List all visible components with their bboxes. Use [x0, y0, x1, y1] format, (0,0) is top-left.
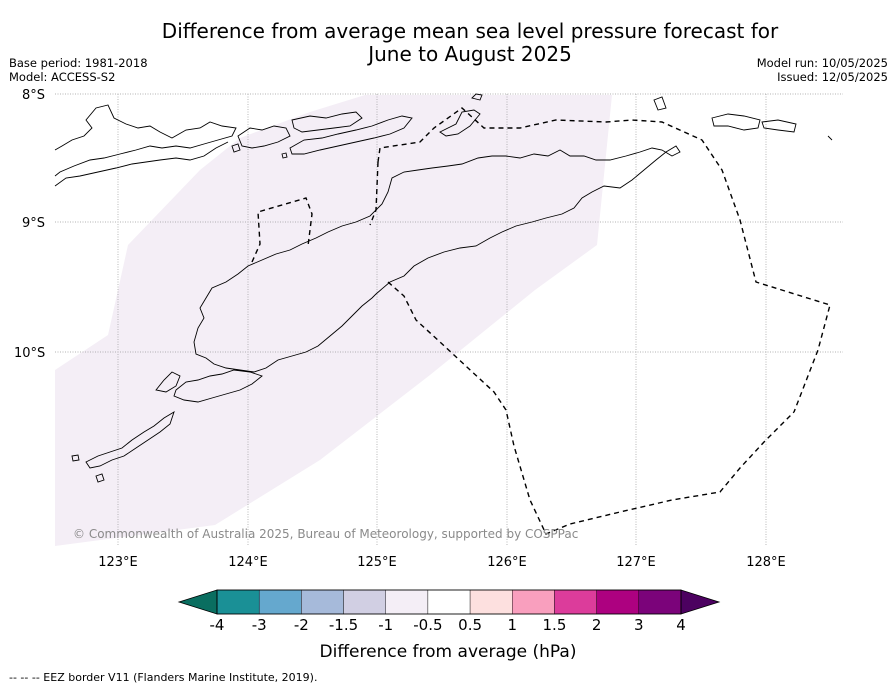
model-run: Model run: 10/05/2025: [756, 56, 888, 70]
lon-label-127e: 127°E: [616, 555, 656, 570]
coast-small-islet-7: [95, 473, 105, 483]
eez-borders: [251, 107, 831, 535]
colorbar-title: Difference from average (hPa): [320, 642, 577, 662]
lon-labels: 123°E 124°E 125°E 126°E 127°E 128°E: [98, 555, 786, 570]
eez-border-south: [387, 281, 795, 535]
lat-label-9s: 9°S: [22, 216, 45, 231]
graticule: [55, 93, 843, 546]
lat-label-8s: 8°S: [22, 88, 45, 103]
map-title: Difference from average mean sea level p…: [120, 20, 820, 66]
eez-border-north: [377, 107, 831, 413]
coast-small-islet-3: [471, 93, 483, 101]
colorbar-tick-label: 1.5: [543, 616, 567, 634]
coast-eastern-islands: [711, 113, 761, 131]
colorbar-segment: [554, 589, 597, 615]
colorbar-tick-label: 2: [592, 616, 602, 634]
base-period: Base period: 1981-2018: [9, 56, 148, 70]
model-name: Model: ACCESS-S2: [9, 70, 116, 84]
coast-timor: [193, 145, 681, 373]
coast-alor: [289, 115, 413, 155]
lon-label-124e: 124°E: [228, 555, 268, 570]
colorbar-tick-label: -1: [378, 616, 393, 634]
coast-small-islet-2: [281, 152, 288, 159]
coast-eastern-islands-2: [761, 119, 797, 133]
colorbar-segment: [427, 589, 471, 615]
colorbar-tick-label: 1: [507, 616, 517, 634]
colorbar-segment: [258, 589, 302, 615]
colorbar-tick-label: 4: [676, 616, 686, 634]
coast-flores-east: [54, 141, 229, 187]
colorbar-segment: [638, 589, 682, 615]
colorbar-segment: [385, 589, 429, 615]
coast-small-islet-6: [71, 454, 80, 462]
colorbar-outline: [216, 589, 682, 615]
colorbar-tick-label: -2: [294, 616, 309, 634]
coast-northern-islands: [54, 104, 237, 177]
coast-semau: [155, 371, 181, 393]
coast-island-b: [291, 111, 363, 133]
coast-sawu: [85, 410, 175, 469]
colorbar-tick-label: 0.5: [458, 616, 482, 634]
title-line-1: Difference from average mean sea level p…: [161, 19, 779, 43]
coast-wetar: [439, 109, 481, 137]
colorbar-tick-label: 3: [634, 616, 644, 634]
colorbar-tick-labels: -4 -3 -2 -1.5 -1 -0.5 0.5 1 1.5 2 3 4: [210, 616, 686, 634]
colorbar-segments: [216, 589, 682, 615]
lon-label-125e: 125°E: [357, 555, 397, 570]
lon-label-128e: 128°E: [746, 555, 786, 570]
coast-small-islet-5: [827, 135, 833, 141]
coast-small-islet-4: [653, 96, 667, 111]
title-line-2: June to August 2025: [368, 42, 572, 66]
pressure-anomaly-shading: [55, 95, 612, 546]
coast-small-islet-1: [231, 143, 241, 153]
lat-label-10s: 10°S: [14, 346, 45, 361]
colorbar-tick-label: -3: [252, 616, 267, 634]
colorbar-segment: [216, 589, 260, 615]
lat-labels: 8°S 9°S 10°S: [14, 88, 45, 361]
colorbar-segment: [596, 589, 640, 615]
lon-label-123e: 123°E: [98, 555, 138, 570]
issued-date: Issued: 12/05/2025: [777, 70, 888, 84]
colorbar-tick-label: -1.5: [329, 616, 358, 634]
colorbar-segment: [512, 589, 555, 615]
colorbar-segment: [301, 589, 344, 615]
eez-source-note: -- -- -- EEZ border V11 (Flanders Marine…: [9, 671, 318, 684]
eez-border-enclave: [251, 197, 313, 263]
colorbar-tick-label: -4: [210, 616, 225, 634]
copyright-notice: © Commonwealth of Australia 2025, Bureau…: [73, 527, 578, 541]
colorbar-segment: [469, 589, 513, 615]
eez-border-timor-leste: [369, 161, 379, 226]
meta-left: Base period: 1981-2018 Model: ACCESS-S2: [9, 56, 148, 84]
coast-rote: [173, 369, 263, 403]
meta-right: Model run: 10/05/2025 Issued: 12/05/2025: [757, 56, 888, 84]
colorbar-low-extend: [177, 589, 218, 615]
colorbar-segment: [343, 589, 386, 615]
coastlines: [54, 93, 833, 483]
colorbar-high-extend: [680, 589, 721, 615]
lon-label-126e: 126°E: [487, 555, 527, 570]
coast-island-a: [237, 125, 291, 149]
colorbar-tick-label: -0.5: [413, 616, 442, 634]
colorbar: -4 -3 -2 -1.5 -1 -0.5 0.5 1 1.5 2 3 4 Difference fr…: [177, 589, 721, 662]
